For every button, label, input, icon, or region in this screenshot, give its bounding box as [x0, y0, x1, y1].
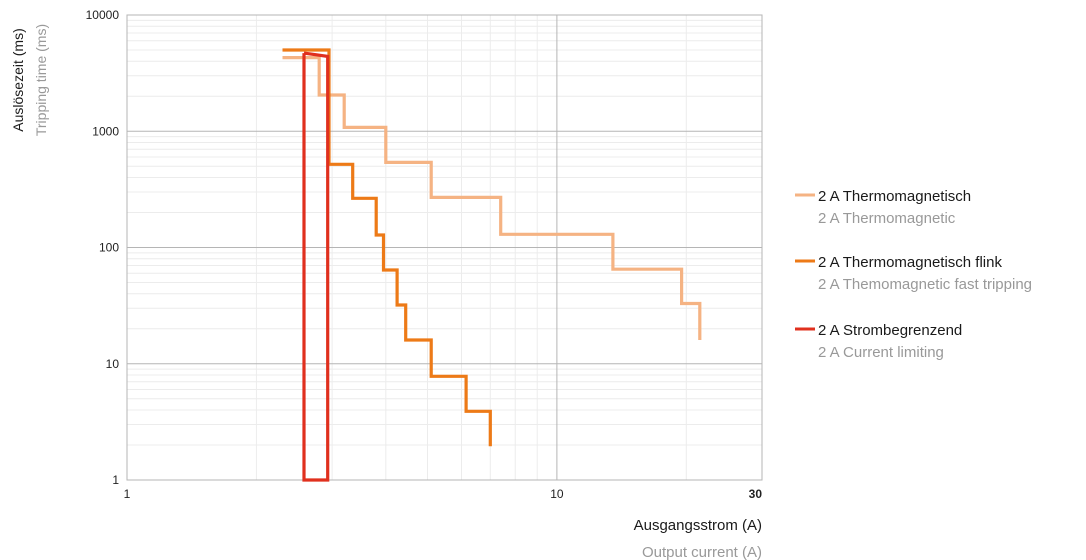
y-tick-label: 10000	[86, 8, 120, 22]
legend-item-thermomagnetic: 2 A Thermomagnetisch 2 A Thermomagnetic	[795, 188, 971, 227]
legend-label-thermomagnetic-fast: 2 A Thermomagnetisch flink	[818, 254, 1002, 271]
y-axis-label: Auslösezeit (ms)	[10, 28, 26, 131]
x-tick-label: 1	[124, 487, 131, 501]
x-axis-label: Ausgangsstrom (A)	[634, 517, 762, 534]
x-tick-label: 10	[550, 487, 564, 501]
x-axis-label-en: Output current (A)	[642, 544, 762, 560]
legend-label-thermomagnetic-fast-en: 2 A Themomagnetic fast tripping	[818, 276, 1032, 293]
legend-item-current-limiting: 2 A Strombegrenzend 2 A Current limiting	[795, 322, 962, 361]
legend-label-thermomagnetic: 2 A Thermomagnetisch	[818, 188, 971, 205]
legend: 2 A Thermomagnetisch 2 A Thermomagnetic …	[795, 188, 1032, 361]
x-tick-label: 30	[749, 487, 763, 501]
y-tick-label: 1000	[92, 124, 119, 138]
legend-label-thermomagnetic-en: 2 A Thermomagnetic	[818, 210, 956, 227]
plot-frame	[126, 14, 763, 481]
series-line-0	[282, 55, 702, 340]
grid	[126, 14, 763, 481]
series-line-2	[302, 51, 330, 482]
legend-label-current-limiting: 2 A Strombegrenzend	[818, 322, 962, 339]
legend-label-current-limiting-en: 2 A Current limiting	[818, 344, 944, 361]
legend-item-thermomagnetic-fast: 2 A Thermomagnetisch flink 2 A Themomagn…	[795, 254, 1032, 293]
y-tick-label: 10	[106, 357, 120, 371]
axes: 1 10 100 1000 10000 1 10 30	[86, 8, 763, 501]
y-tick-label: 100	[99, 241, 119, 255]
y-axis-label-en: Tripping time (ms)	[33, 24, 49, 136]
series-lines	[282, 48, 702, 482]
y-tick-label: 1	[112, 473, 119, 487]
series-line-1	[282, 48, 492, 447]
